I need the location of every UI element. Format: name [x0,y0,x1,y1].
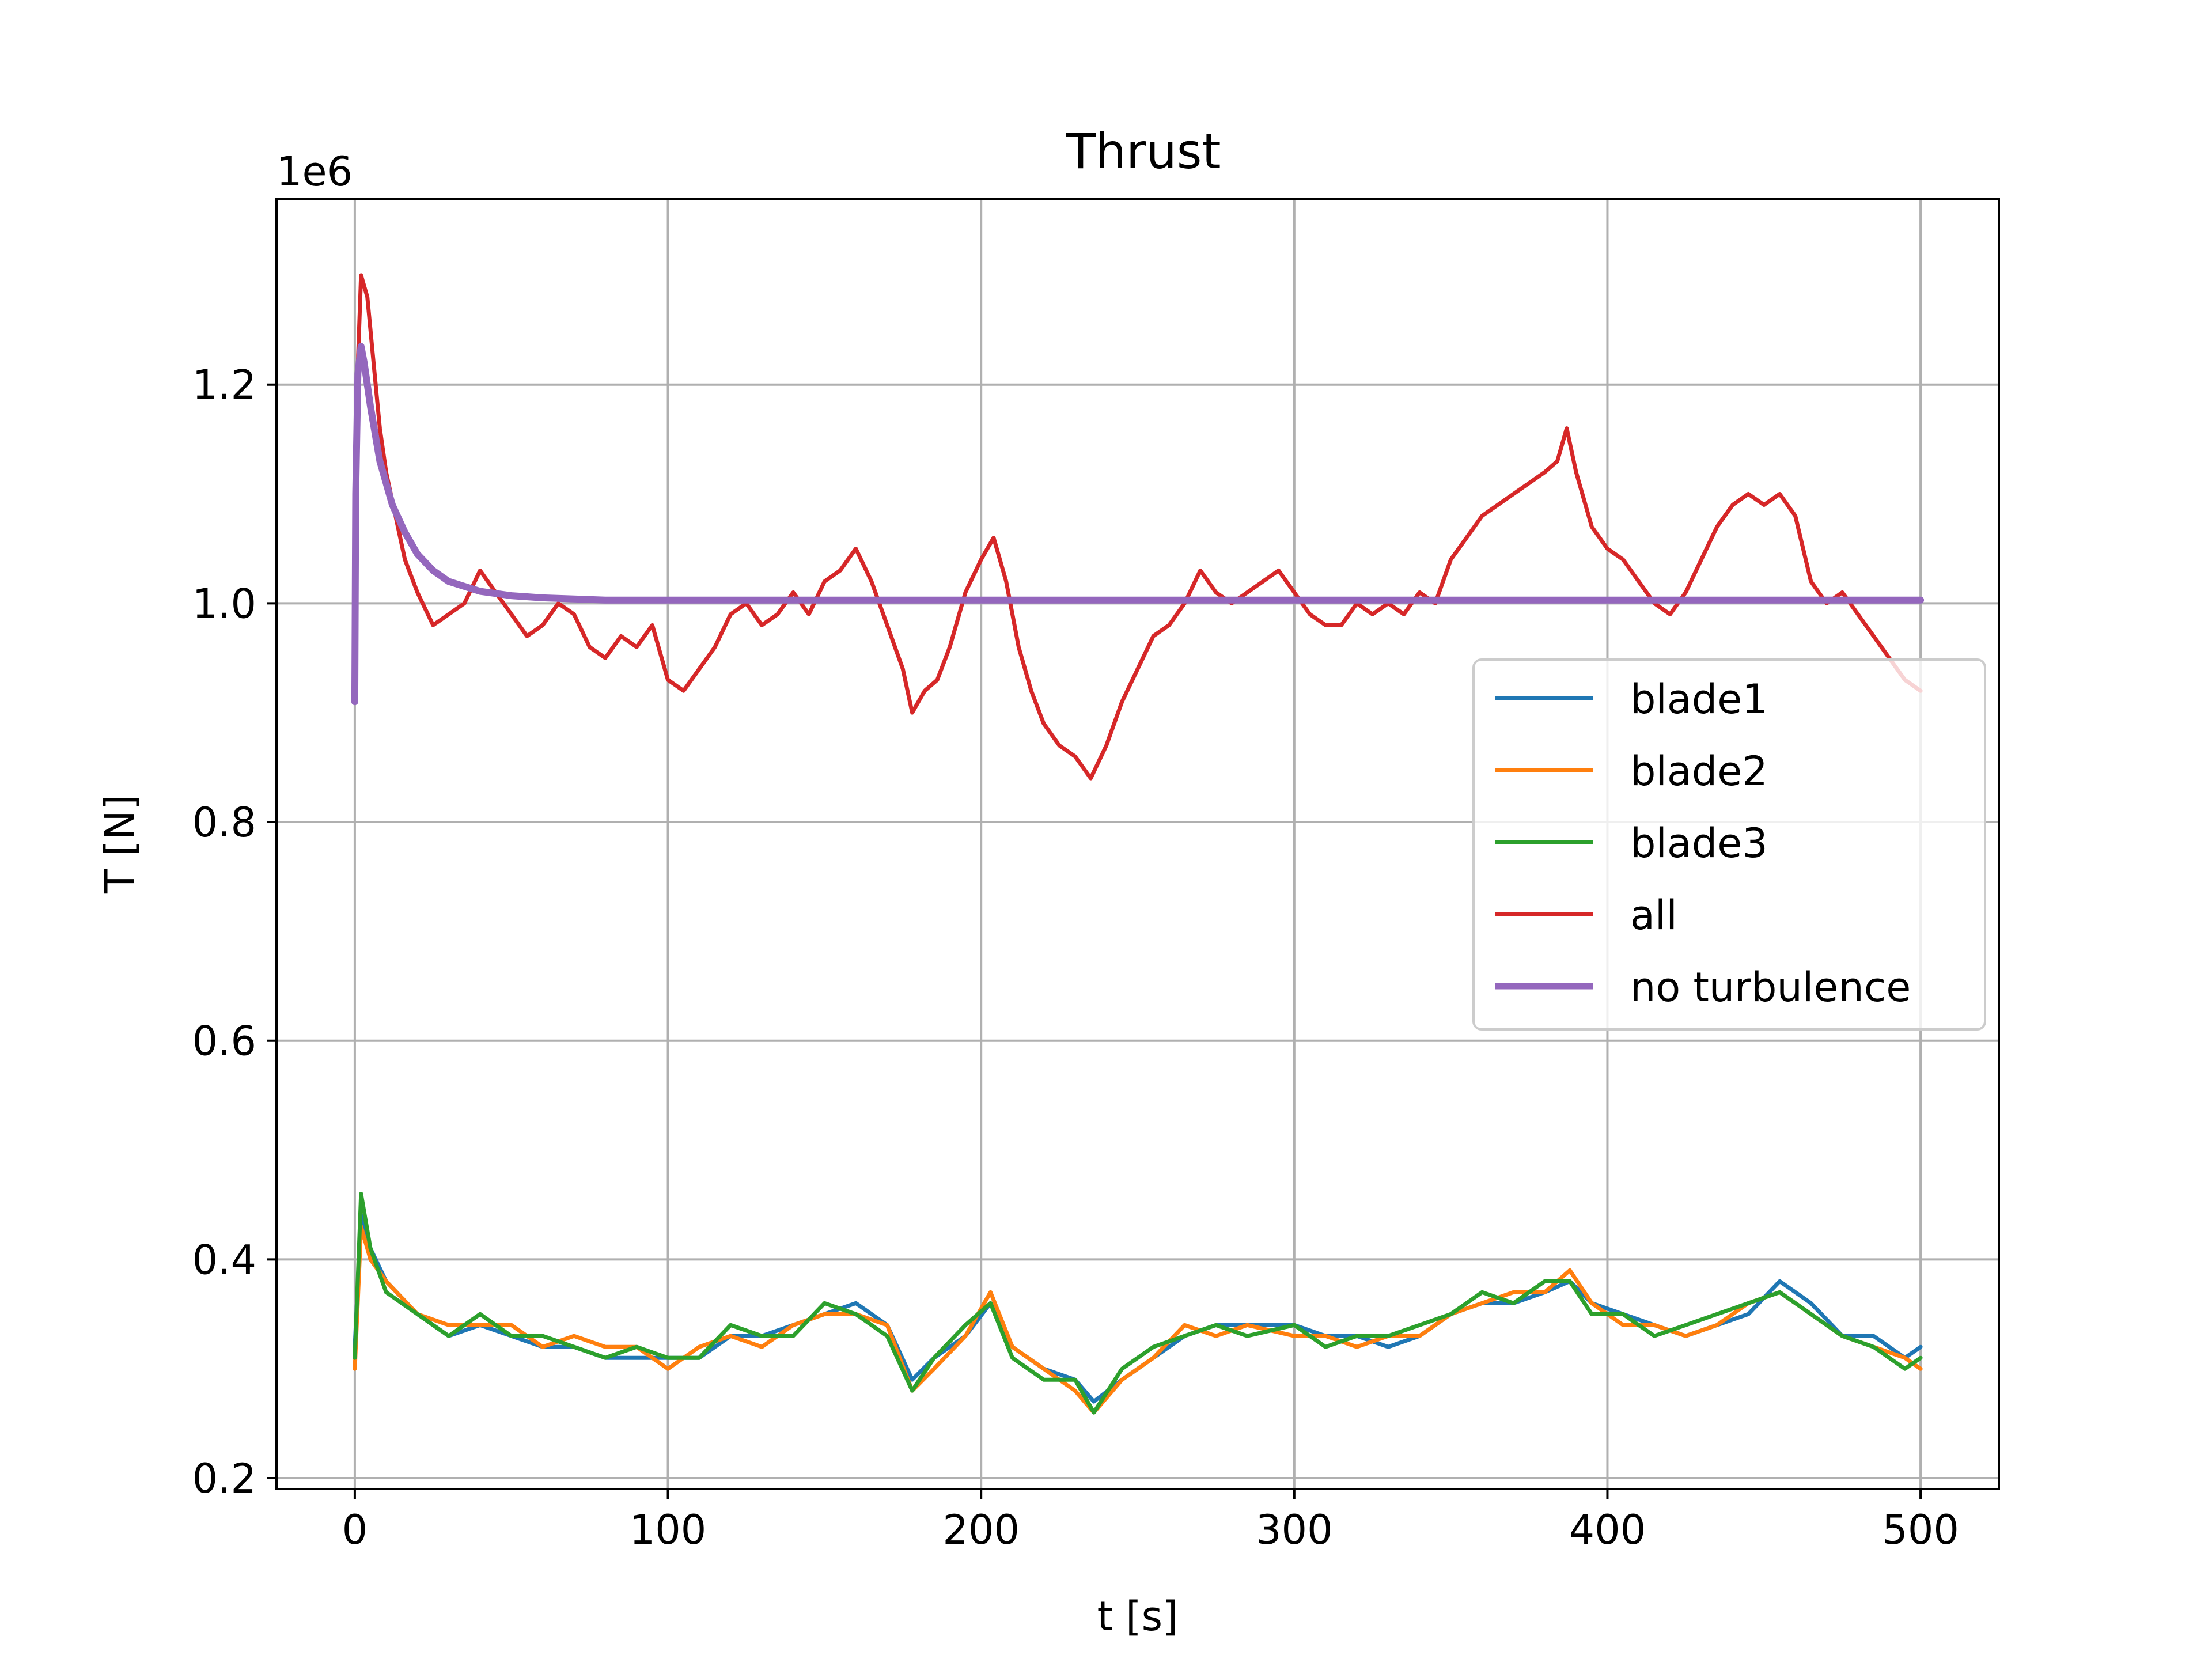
y-tick-label: 1.0 [192,580,256,627]
legend-label-blade2: blade2 [1630,748,1768,795]
y-tick-label: 0.8 [192,799,256,846]
series-line-no-turbulence [351,343,1925,706]
ticks: 0 100 200 300 400 500 0.2 0.4 0.6 0.8 1.0 1.2 [192,362,1959,1554]
series-line-blade3 [353,1192,1923,1415]
x-tick-label: 500 [1882,1506,1959,1554]
legend-label-all: all [1630,892,1677,939]
y-tick-label: 0.2 [192,1455,256,1502]
x-tick-label: 100 [630,1506,707,1554]
y-tick-label: 1.2 [192,362,256,409]
y-axis-label: T [N] [96,794,143,894]
legend-label-no-turbulence: no turbulence [1630,964,1911,1011]
series-group [351,273,1925,1415]
x-axis-label: t [s] [1097,1593,1179,1640]
legend-label-blade1: blade1 [1630,676,1768,723]
series-line-all [353,273,1923,781]
y-tick-label: 0.4 [192,1236,256,1283]
legend-box [1472,658,1986,1031]
plot-frame [275,198,2000,1490]
y-offset-label: 1e6 [276,148,353,195]
y-tick-label: 0.6 [192,1018,256,1065]
x-tick-label: 400 [1569,1506,1646,1554]
x-tick-label: 200 [942,1506,1020,1554]
legend-label-blade3: blade3 [1630,820,1768,867]
chart-title: Thrust [1065,123,1221,180]
x-tick-label: 0 [342,1506,368,1554]
x-tick-label: 300 [1256,1506,1333,1554]
legend: blade1 blade2 blade3 all no turbulence [1472,658,1986,1031]
